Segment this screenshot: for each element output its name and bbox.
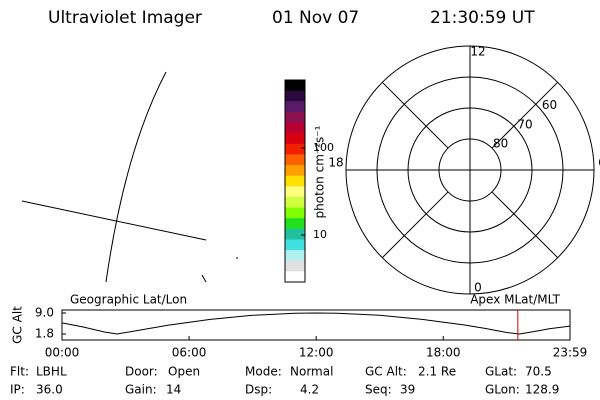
lat-label: 80 bbox=[493, 136, 508, 150]
field-label: Gain: bbox=[125, 383, 157, 397]
y-axis-label: GC Alt bbox=[11, 306, 25, 344]
field-value: 128.9 bbox=[525, 383, 559, 397]
field-value: Normal bbox=[290, 365, 333, 379]
colorbar-segment bbox=[285, 133, 305, 145]
colorbar-segment bbox=[285, 218, 305, 230]
colorbar-segment bbox=[285, 122, 305, 134]
date: 01 Nov 07 bbox=[272, 8, 359, 28]
colorbar-segment bbox=[285, 207, 305, 219]
colorbar-segment bbox=[285, 271, 305, 283]
colorbar-segment bbox=[285, 143, 305, 155]
polar-axis bbox=[491, 191, 559, 259]
geo-grid bbox=[21, 71, 238, 283]
field-label: IP: bbox=[10, 383, 25, 397]
field-label: Dsp: bbox=[245, 383, 272, 397]
colorbar-segment bbox=[285, 165, 305, 177]
field-value: 14 bbox=[166, 383, 181, 397]
colorbar-segment bbox=[285, 80, 305, 92]
y-tick-label: 1.8 bbox=[35, 327, 54, 341]
colorbar-segment bbox=[285, 186, 305, 198]
colorbar-segment bbox=[285, 196, 305, 209]
time: 21:30:59 UT bbox=[430, 8, 535, 28]
field-value: Open bbox=[168, 365, 200, 379]
polar-axis bbox=[381, 81, 449, 149]
y-tick-label: 9.0 bbox=[35, 306, 54, 320]
x-tick-label: 00:00 bbox=[45, 346, 80, 360]
grid-line bbox=[201, 274, 207, 283]
field-value: 4.2 bbox=[300, 383, 319, 397]
field-label: GLon: bbox=[485, 383, 520, 397]
colorbar-segment bbox=[285, 239, 305, 251]
field-label: GLat: bbox=[485, 365, 517, 379]
field-value: 39 bbox=[400, 383, 415, 397]
colorbar-tick-label: 10 bbox=[313, 228, 327, 241]
left-label: Geographic Lat/Lon bbox=[70, 293, 187, 307]
field-value: 70.5 bbox=[525, 365, 552, 379]
colorbar-segment bbox=[285, 228, 305, 240]
colorbar-segment bbox=[285, 175, 305, 187]
lat-label: 70 bbox=[517, 117, 532, 131]
grid-line bbox=[105, 71, 167, 283]
field-label: Seq: bbox=[365, 383, 392, 397]
colorbar-segment bbox=[285, 260, 305, 272]
field-value: LBHL bbox=[36, 365, 67, 379]
altitude-frame bbox=[61, 309, 571, 341]
polar-axis bbox=[491, 81, 559, 149]
colorbar-segment bbox=[285, 101, 305, 113]
field-label: GC Alt: bbox=[365, 365, 407, 379]
x-tick-label: 23:59 bbox=[553, 346, 588, 360]
x-tick-label: 06:00 bbox=[172, 346, 207, 360]
altitude-line bbox=[61, 312, 570, 335]
title: Ultraviolet Imager bbox=[48, 8, 202, 28]
field-label: Door: bbox=[125, 365, 158, 379]
field-label: Flt: bbox=[10, 365, 29, 379]
colorbar-frame bbox=[284, 79, 306, 283]
x-tick-label: 12:00 bbox=[299, 346, 334, 360]
colorbar-label: photon cm⁻²s⁻¹ bbox=[313, 125, 327, 218]
field-value: 36.0 bbox=[36, 383, 63, 397]
colorbar-segment bbox=[285, 250, 305, 262]
field-label: Mode: bbox=[245, 365, 282, 379]
mlt-label: 18 bbox=[328, 156, 343, 170]
polar-axis bbox=[381, 191, 449, 259]
x-tick-label: 18:00 bbox=[426, 346, 461, 360]
colorbar-segment bbox=[285, 90, 305, 102]
field-value: 2.1 Re bbox=[418, 365, 456, 379]
colorbar-segment bbox=[285, 154, 305, 166]
right-label: Apex MLat/MLT bbox=[470, 293, 560, 307]
colorbar-segment bbox=[285, 111, 305, 124]
mlt-label: 6 bbox=[598, 156, 600, 170]
lat-label: 60 bbox=[542, 98, 557, 112]
colorbar-tick-label: 100 bbox=[313, 141, 334, 154]
mlt-label: 12 bbox=[470, 45, 485, 59]
grid-line bbox=[21, 200, 207, 241]
mlt-label: 0 bbox=[474, 281, 482, 295]
